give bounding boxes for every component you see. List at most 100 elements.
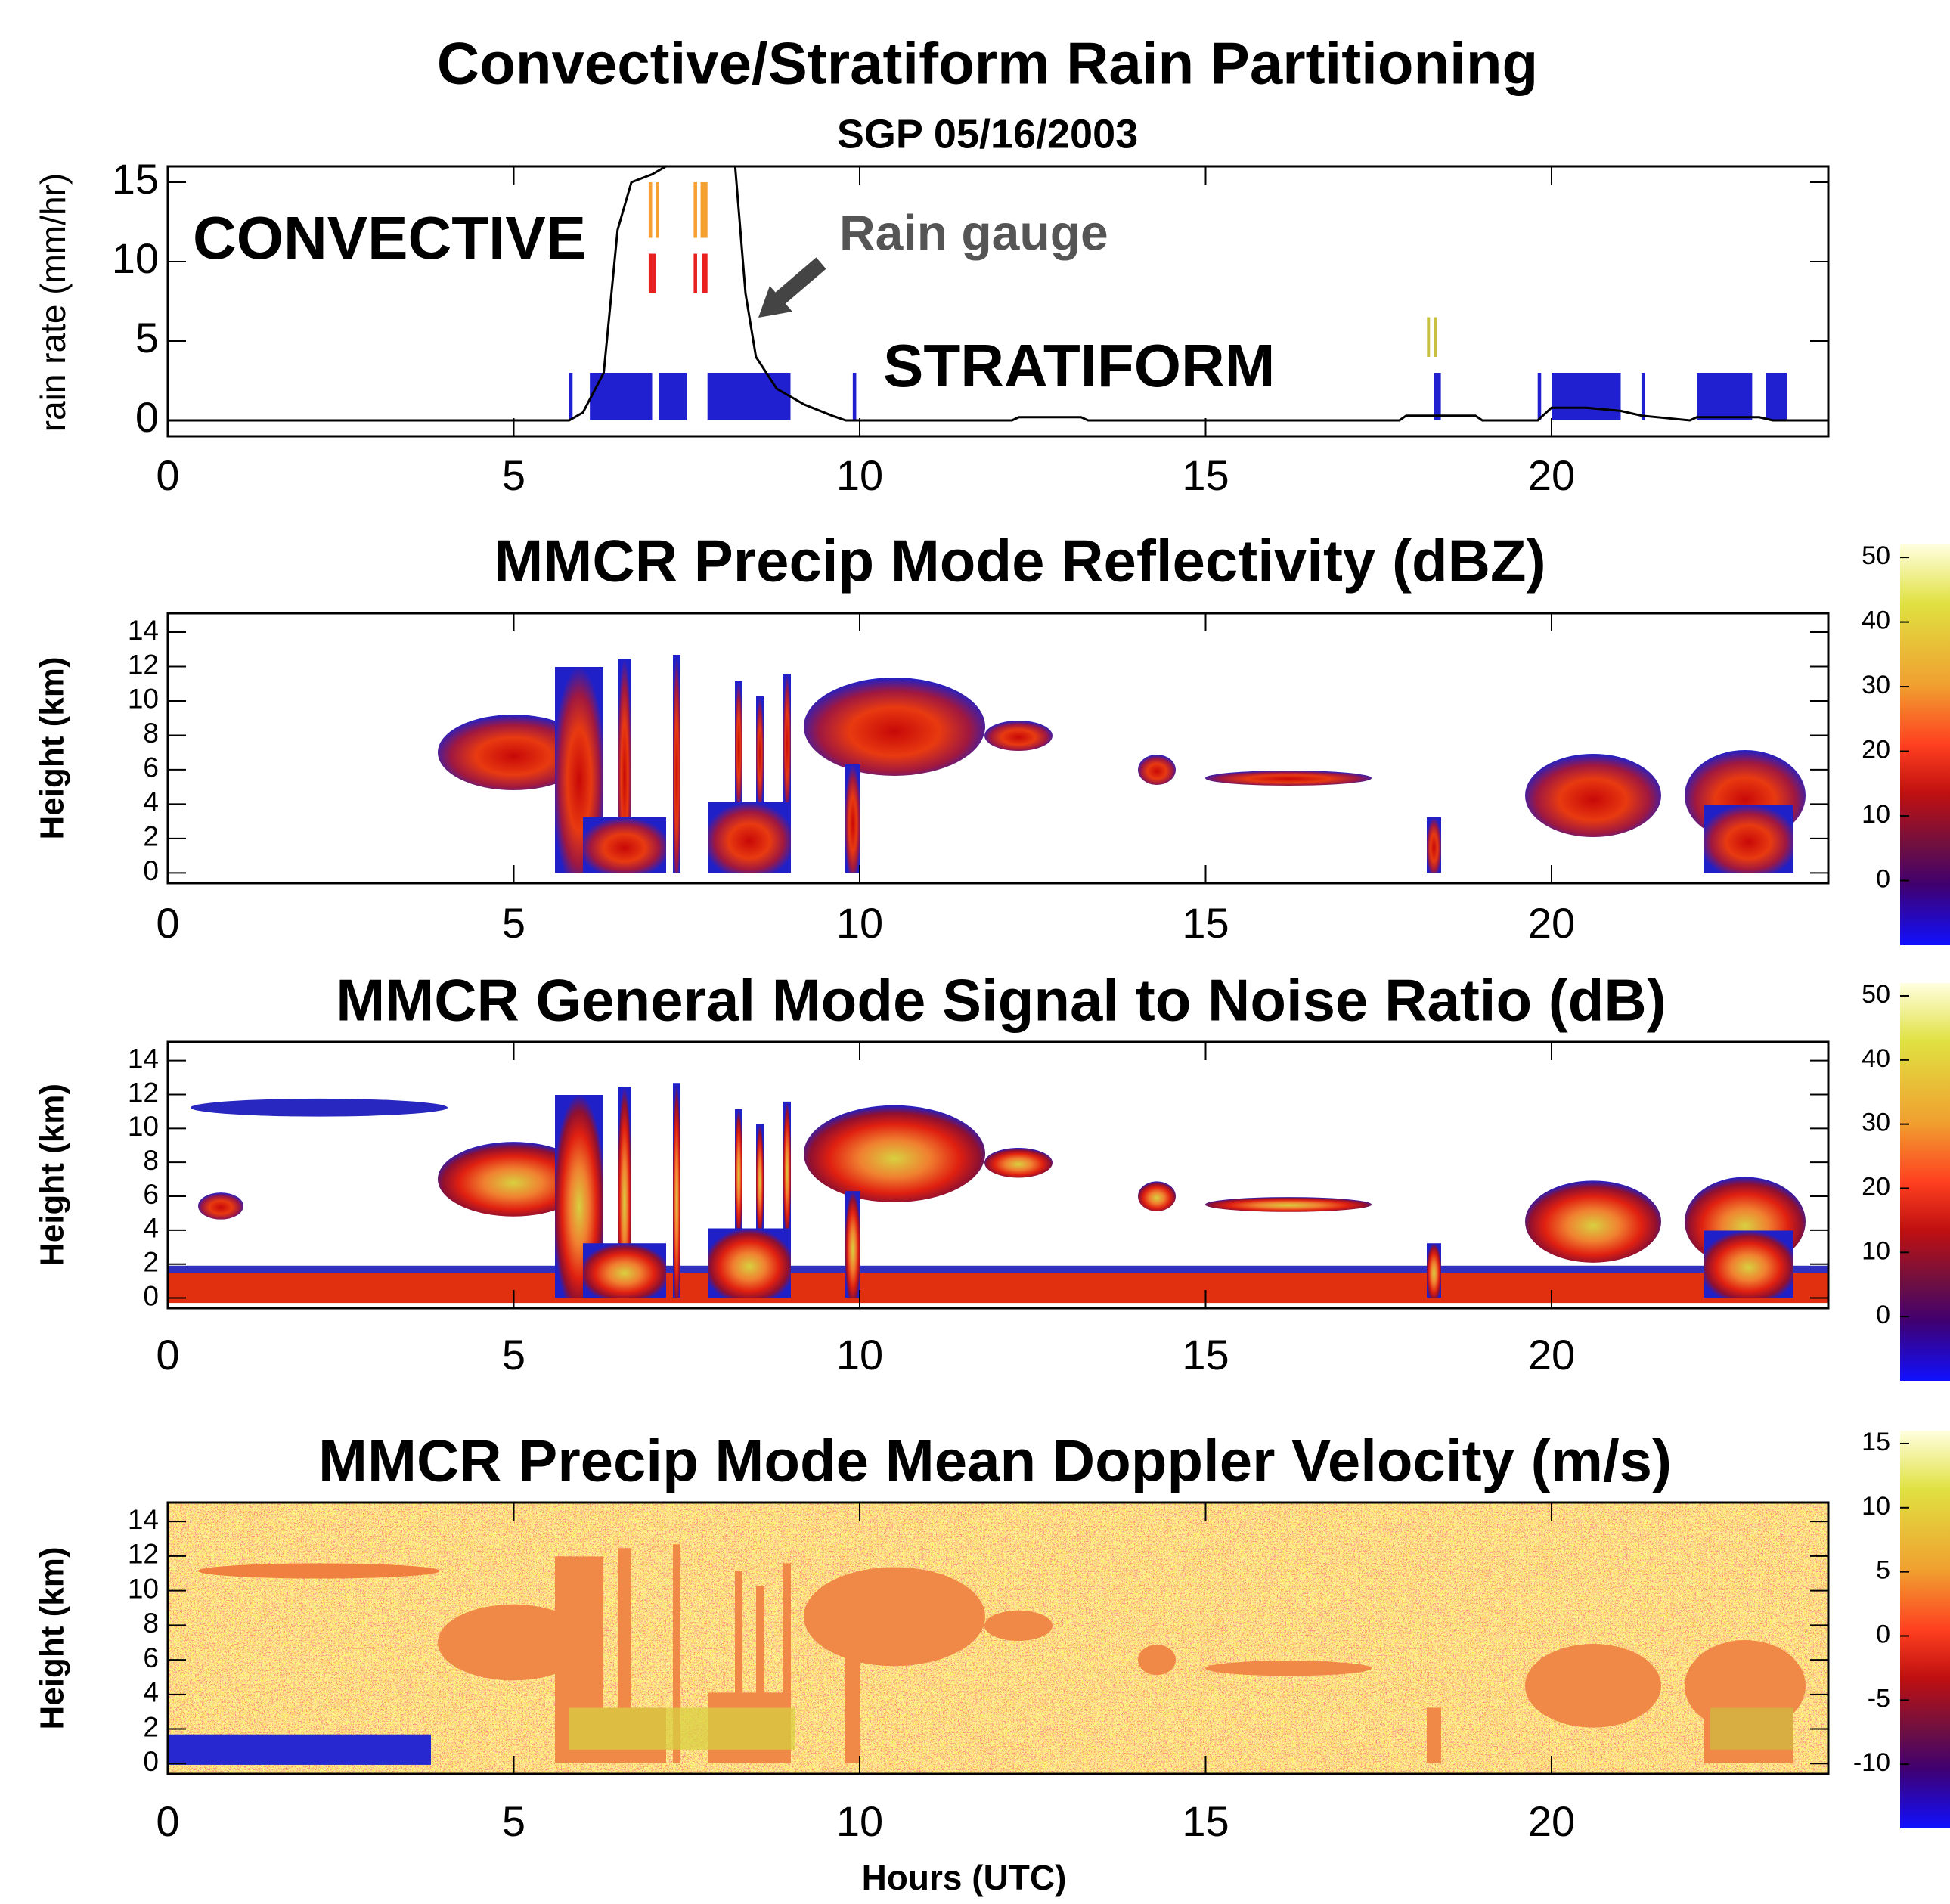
- plot: [168, 166, 1828, 422]
- y-tick-label: 4: [143, 786, 159, 817]
- colorbar: [1900, 1431, 1950, 1828]
- event-bar: [1641, 373, 1645, 420]
- colorbar-tick-label: 40: [1862, 606, 1890, 635]
- y-tick-label: 15: [112, 155, 159, 203]
- colorbar-tick-label: 50: [1862, 980, 1890, 1009]
- y-axis-label: Height (km): [34, 657, 71, 840]
- x-tick-label: 15: [1182, 899, 1229, 947]
- event-bar: [648, 182, 653, 238]
- y-tick-label: 14: [128, 1504, 159, 1535]
- line: [168, 166, 1828, 422]
- y-tick-label: 2: [143, 1246, 159, 1277]
- series-label: Rain gauge: [839, 204, 1108, 260]
- event-bar: [1434, 373, 1441, 420]
- x-tick-label: 20: [1528, 899, 1575, 947]
- field: [168, 1734, 431, 1765]
- colorbar-tick-label: 0: [1876, 865, 1890, 894]
- panel-title: MMCR Precip Mode Mean Doppler Velocity (…: [318, 1428, 1672, 1494]
- x-tick-label: 15: [1182, 1797, 1229, 1845]
- colorbar-tick-label: 30: [1862, 671, 1890, 699]
- y-tick-label: 14: [128, 1043, 159, 1074]
- field: [438, 655, 1806, 873]
- event-bar: [569, 373, 573, 420]
- y-tick-label: 8: [143, 718, 159, 749]
- y-tick-label: 12: [128, 649, 159, 680]
- event-bar: [1552, 373, 1621, 420]
- x-tick-label: 0: [156, 1797, 179, 1845]
- plot-frame: [166, 612, 1830, 885]
- x-tick-label: 0: [156, 451, 179, 499]
- arrow: [758, 257, 826, 318]
- field: [438, 1083, 1806, 1298]
- y-tick-label: 12: [128, 1539, 159, 1570]
- y-tick-label: 0: [135, 393, 159, 441]
- colorbar-tick-label: 50: [1862, 541, 1890, 570]
- subtitle: SGP 05/16/2003: [837, 111, 1138, 157]
- y-tick-label: 0: [143, 1746, 159, 1777]
- y-tick-label: 10: [128, 684, 159, 715]
- y-tick-label: 0: [143, 1280, 159, 1311]
- event-bar: [693, 253, 697, 293]
- x-tick-label: 10: [836, 1797, 883, 1845]
- colorbar-tick-label: 10: [1862, 800, 1890, 829]
- event-bar: [707, 373, 791, 420]
- y-tick-label: 2: [143, 1711, 159, 1742]
- y-tick-label: 10: [112, 234, 159, 282]
- x-tick-label: 5: [502, 1797, 525, 1845]
- y-tick-label: 8: [143, 1145, 159, 1176]
- event-bar: [1434, 317, 1437, 357]
- event-bar: [656, 182, 659, 238]
- x-tick-label: 10: [836, 899, 883, 947]
- heatmap: [168, 1083, 1828, 1304]
- colorbar-tick-label: 20: [1862, 1172, 1890, 1201]
- colorbar-tick-label: 0: [1876, 1620, 1890, 1648]
- event-bar: [1766, 373, 1787, 420]
- x-tick-label: 20: [1528, 451, 1575, 499]
- x-tick-label: 15: [1182, 451, 1229, 499]
- event-bar: [702, 253, 708, 293]
- y-tick-label: 14: [128, 615, 159, 646]
- fields: [168, 1544, 1806, 1765]
- y-tick-label: 2: [143, 821, 159, 852]
- field: [1710, 1707, 1793, 1750]
- field: [168, 1273, 1828, 1304]
- panel-title: MMCR General Mode Signal to Noise Ratio …: [336, 967, 1666, 1034]
- x-tick-label: 10: [836, 1331, 883, 1378]
- y-tick-label: 0: [143, 855, 159, 886]
- colorbar-tick-label: 20: [1862, 736, 1890, 764]
- event-bar: [1537, 373, 1542, 420]
- x-axis-label: Hours (UTC): [862, 1858, 1067, 1897]
- colorbar-tick-label: 30: [1862, 1109, 1890, 1137]
- colorbar-tick-label: 15: [1862, 1428, 1890, 1456]
- y-tick-label: 4: [143, 1213, 159, 1244]
- colorbar-tick-label: 10: [1862, 1236, 1890, 1265]
- panel-title: MMCR Precip Mode Reflectivity (dBZ): [494, 528, 1545, 594]
- event-bar: [1427, 317, 1431, 357]
- y-tick-label: 10: [128, 1111, 159, 1142]
- x-tick-label: 5: [502, 899, 525, 947]
- x-tick-label: 0: [156, 899, 179, 947]
- colorbar-tick-label: -5: [1868, 1684, 1890, 1713]
- plot-frame: [166, 1501, 1830, 1775]
- x-tick-label: 0: [156, 1331, 179, 1378]
- event-bar: [700, 182, 708, 238]
- x-tick-label: 20: [1528, 1797, 1575, 1845]
- colorbar: [1900, 983, 1950, 1381]
- field: [198, 1563, 440, 1579]
- field: [191, 1098, 448, 1117]
- figure-title: Convective/Stratiform Rain Partitioning: [437, 30, 1538, 97]
- x-tick-label: 10: [836, 451, 883, 499]
- x-tick-label: 20: [1528, 1331, 1575, 1378]
- y-axis-label: Height (km): [34, 1547, 71, 1730]
- field: [569, 1707, 795, 1750]
- field: [168, 1265, 1828, 1273]
- colorbar: [1900, 544, 1950, 945]
- y-tick-label: 4: [143, 1677, 159, 1708]
- y-tick-label: 5: [135, 314, 159, 361]
- y-tick-label: 12: [128, 1077, 159, 1108]
- y-tick-label: 10: [128, 1573, 159, 1604]
- event-bar: [659, 373, 687, 420]
- event-bar: [648, 253, 656, 293]
- annotation: STRATIFORM: [883, 332, 1275, 399]
- plot-frame: [166, 165, 1830, 438]
